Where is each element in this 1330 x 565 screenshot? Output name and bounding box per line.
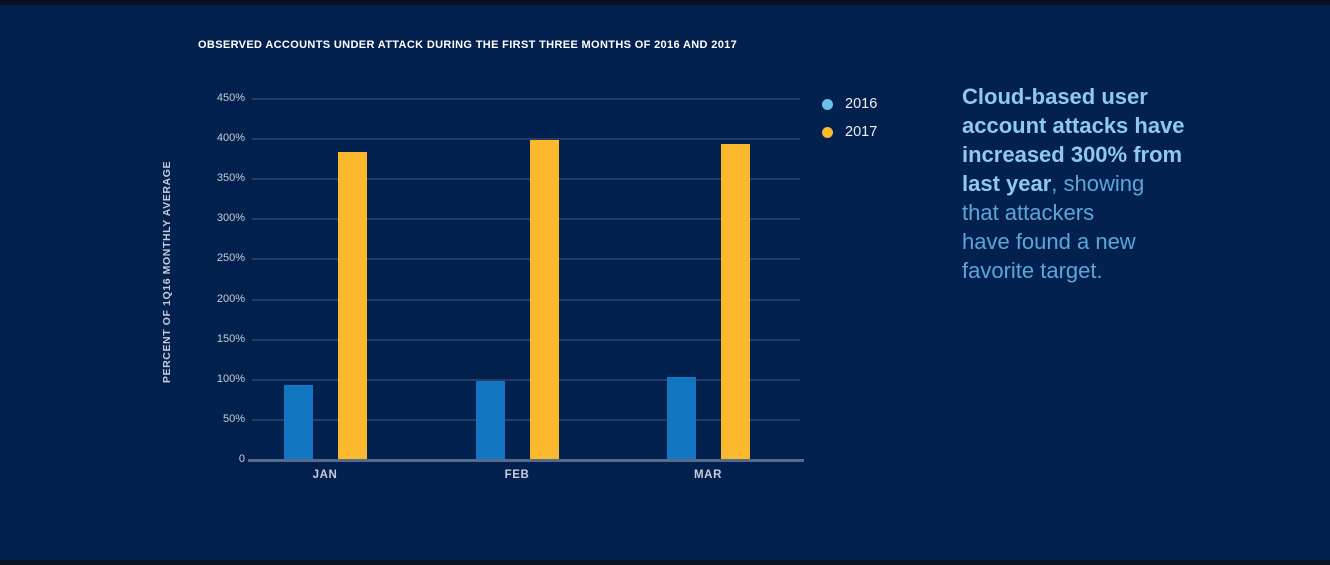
y-tick-label: 450% (216, 92, 245, 104)
gridline (252, 298, 800, 301)
legend-item-2017: 2017 (822, 124, 877, 140)
y-tick-label: 200% (216, 292, 245, 305)
callout-bold-text: Cloud-based user (962, 84, 1148, 109)
legend-dot-2016 (822, 98, 833, 110)
callout-regular-text: favorite target. (962, 258, 1103, 283)
gridline (252, 258, 800, 261)
y-tick-label: 250% (216, 252, 245, 265)
callout-regular-text: that attackers (962, 200, 1095, 225)
legend-label: 2017 (845, 124, 878, 140)
callout-line: last year, showing (962, 169, 1322, 198)
top-edge-strip (0, 0, 1330, 5)
bar-2017-mar (721, 144, 750, 461)
callout-line: favorite target. (962, 256, 1322, 285)
gridline (252, 98, 800, 100)
y-tick-label: 50% (222, 412, 245, 425)
y-tick-label: 300% (216, 212, 245, 225)
callout-line: increased 300% from (962, 140, 1322, 169)
chart-title: OBSERVED ACCOUNTS UNDER ATTACK DURING TH… (198, 39, 738, 51)
legend-dot-2017 (822, 126, 833, 138)
bar-2017-jan (338, 152, 367, 461)
legend-item-2016: 2016 (822, 96, 877, 112)
gridline (252, 178, 800, 181)
y-axis-title: PERCENT OF 1Q16 MONTHLY AVERAGE (161, 160, 173, 384)
callout-regular-text: , showing (1051, 171, 1145, 196)
callout-regular-text: have found a new (962, 229, 1136, 254)
callout-line: account attacks have (962, 111, 1322, 140)
gridline (252, 338, 800, 341)
callout-line: have found a new (962, 227, 1322, 256)
callout-text: Cloud-based user account attacks have incr… (962, 82, 1322, 285)
y-tick-label: 100% (216, 372, 245, 385)
bar-2017-feb (530, 140, 559, 461)
x-tick-label: FEB (504, 469, 530, 481)
gridline (252, 138, 800, 141)
bar-2016-feb (476, 380, 505, 461)
x-tick-label: MAR (694, 469, 722, 481)
gridline (252, 418, 800, 421)
x-axis-line (248, 459, 804, 462)
callout-line: that attackers (962, 198, 1322, 227)
bar-2016-mar (667, 376, 696, 461)
bar-2016-jan (284, 384, 313, 461)
gridline (252, 378, 800, 381)
x-tick-label: JAN (312, 469, 338, 481)
callout-bold-text: account attacks have (962, 113, 1185, 138)
y-tick-label: 350% (216, 172, 245, 185)
callout-bold-text: last year (962, 171, 1052, 196)
callout-bold-text: increased 300% from (962, 142, 1183, 167)
callout-line: Cloud-based user (962, 82, 1322, 111)
y-tick-label: 0 (238, 453, 245, 465)
y-tick-label: 400% (216, 132, 245, 145)
y-tick-label: 150% (216, 332, 245, 345)
legend-label: 2016 (845, 96, 878, 112)
gridline (252, 218, 800, 221)
bottom-edge-strip (0, 560, 1330, 565)
